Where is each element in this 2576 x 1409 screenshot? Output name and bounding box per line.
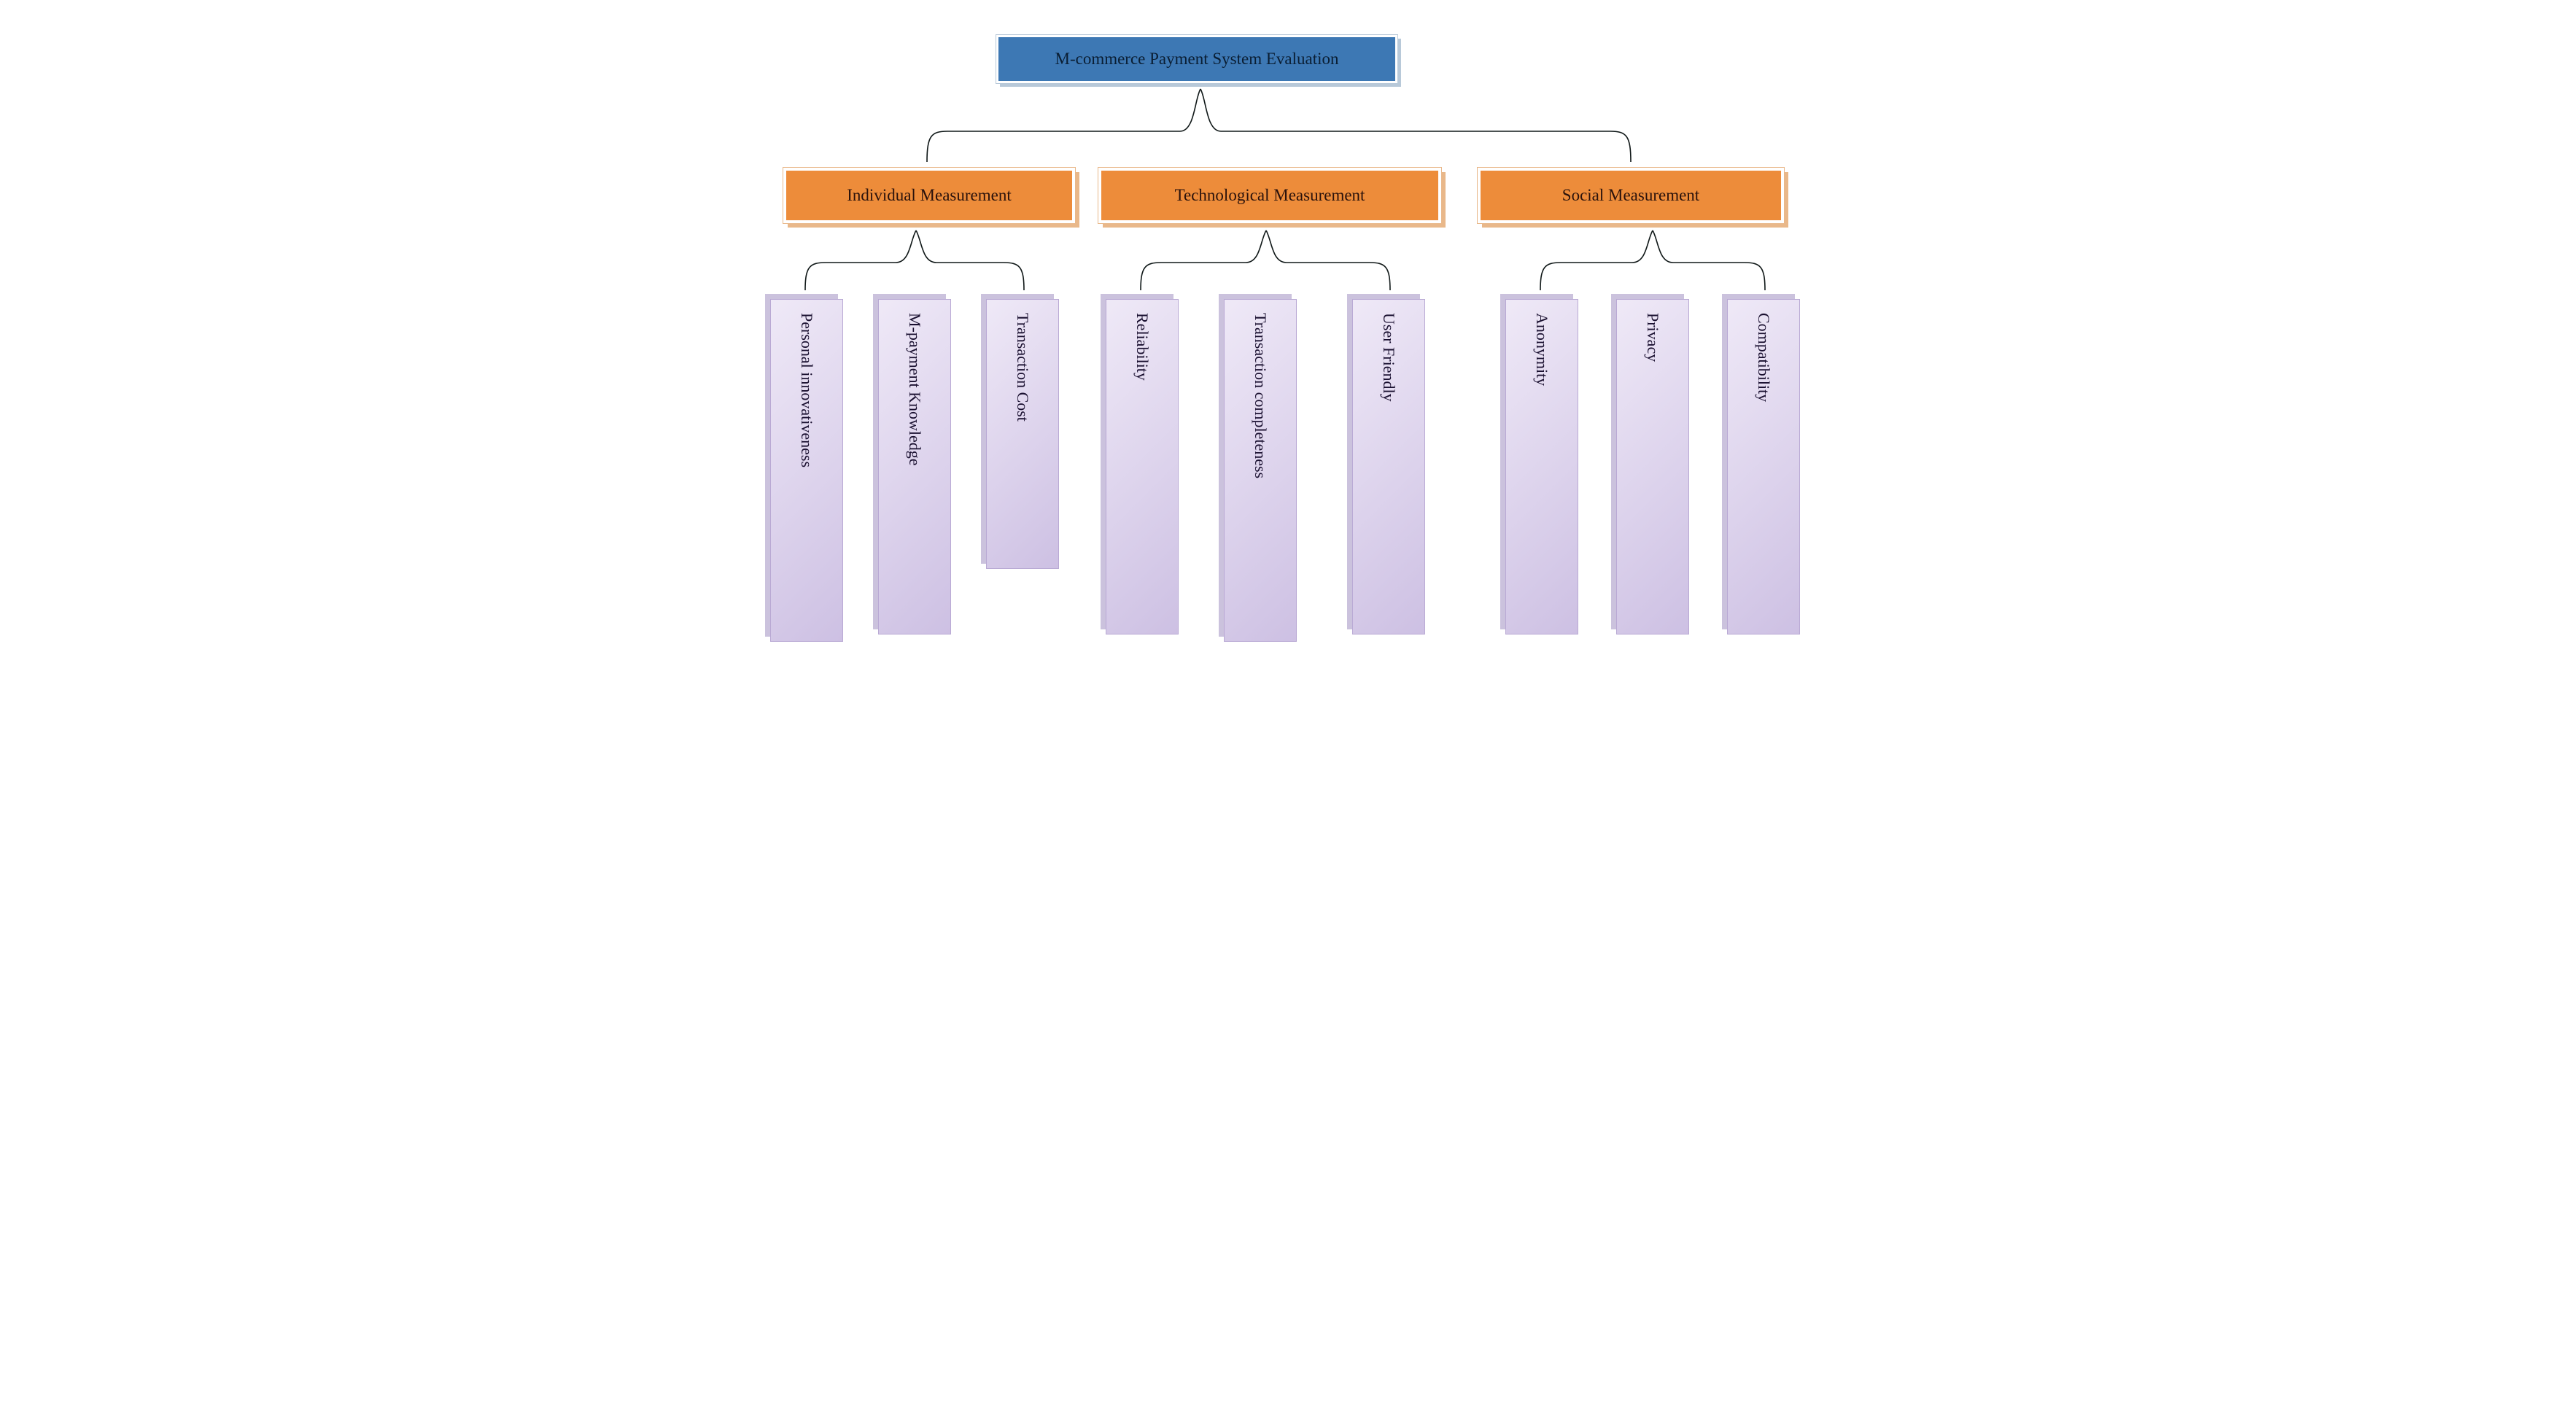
leaf-transaction-cost: Transaction Cost bbox=[986, 299, 1059, 569]
leaf-anonymity: Anonymity bbox=[1505, 299, 1578, 634]
leaf-label: User Friendly bbox=[1379, 313, 1398, 402]
leaf-label: Transaction Cost bbox=[1013, 313, 1032, 422]
leaf-compatibility: Compatibility bbox=[1727, 299, 1800, 634]
leaf-m-payment-knowledge: M-payment Knowledge bbox=[878, 299, 951, 634]
leaf-label: Personal innovativeness bbox=[797, 313, 816, 467]
leaf-label: M-payment Knowledge bbox=[905, 313, 924, 466]
leaf-privacy: Privacy bbox=[1616, 299, 1689, 634]
brace-cat-2-path bbox=[1540, 230, 1765, 290]
leaf-label: Anonymity bbox=[1532, 313, 1551, 386]
leaf-label: Privacy bbox=[1643, 313, 1662, 362]
hierarchy-diagram: M-commerce Payment System Evaluation Ind… bbox=[748, 29, 1828, 649]
leaf-reliability: Reliability bbox=[1106, 299, 1179, 634]
leaf-label: Compatibility bbox=[1754, 313, 1773, 402]
leaf-personal-innovativeness: Personal innovativeness bbox=[770, 299, 843, 642]
leaf-transaction-completeness: Transaction completeness bbox=[1224, 299, 1297, 642]
leaf-label: Transaction completeness bbox=[1251, 313, 1270, 478]
leaf-user-friendly: User Friendly bbox=[1352, 299, 1425, 634]
leaf-label: Reliability bbox=[1133, 313, 1152, 381]
